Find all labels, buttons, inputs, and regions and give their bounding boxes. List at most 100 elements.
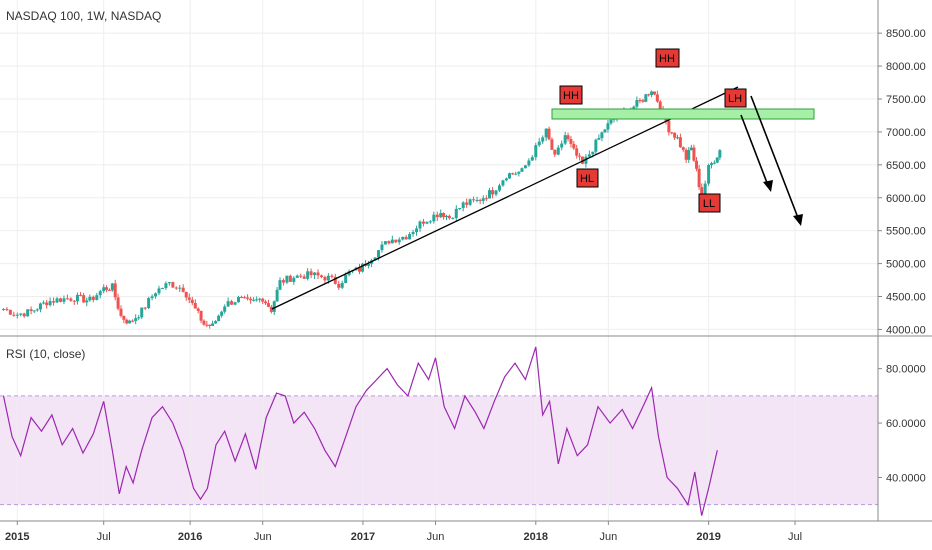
- price-tick-label: 7500.00: [886, 94, 926, 106]
- candle-body: [330, 275, 334, 277]
- candle-body: [710, 163, 714, 166]
- label-hh-2[interactable]: HH: [655, 48, 680, 68]
- candle-body: [240, 297, 244, 299]
- candle-body: [95, 295, 99, 300]
- candle-body: [425, 221, 429, 224]
- candle-body: [508, 173, 512, 179]
- candle-body: [107, 289, 111, 291]
- candle-body: [143, 307, 147, 309]
- candle-body: [544, 128, 548, 138]
- time-tick-label: 2016: [178, 531, 202, 543]
- candle-body: [697, 168, 701, 188]
- label-lh[interactable]: LH: [724, 88, 747, 108]
- candle-body: [62, 298, 66, 302]
- candle-body: [249, 298, 253, 301]
- candle-body: [252, 299, 256, 301]
- candle-body: [609, 119, 613, 124]
- candle-body: [208, 324, 212, 326]
- label-ll[interactable]: LL: [698, 193, 721, 213]
- candle-body: [69, 298, 73, 301]
- candle-body: [55, 298, 59, 303]
- candle-body: [205, 324, 209, 326]
- candle-body: [580, 156, 584, 164]
- candle-body: [48, 301, 52, 306]
- candle-body: [333, 276, 337, 284]
- candle-body: [632, 106, 636, 110]
- candle-body: [712, 162, 716, 164]
- candle-body: [19, 313, 23, 315]
- candle-body: [481, 198, 485, 201]
- time-tick-label: Jul: [97, 531, 111, 543]
- candle-body: [475, 199, 479, 201]
- resistance-zone[interactable]: [551, 108, 815, 120]
- candle-body: [517, 171, 521, 174]
- price-pane[interactable]: HH HH HL LH LL NASDAQ 100, 1W, NASDAQ: [0, 0, 878, 336]
- time-axis[interactable]: 2015 Jul 2016 Jun 2017 Jun 2018 Jun 2019 Jul: [5, 521, 802, 543]
- candle-body: [397, 239, 401, 243]
- candle-body: [344, 274, 348, 283]
- candle-body: [553, 149, 557, 155]
- label-hl[interactable]: HL: [576, 168, 599, 188]
- price-axis[interactable]: 8500.00 8000.00 7500.00 7000.00 6500.00 6000.…: [878, 28, 926, 336]
- price-tick-label: 5500.00: [886, 226, 926, 238]
- candle-body: [150, 296, 154, 299]
- candle-body: [578, 155, 582, 157]
- candle-body: [255, 299, 259, 301]
- candle-body: [217, 315, 221, 322]
- candle-body: [547, 128, 551, 140]
- candle-body: [511, 173, 515, 175]
- candle-body: [569, 139, 573, 144]
- price-tick-label: 7000.00: [886, 127, 926, 139]
- label-hh-1[interactable]: HH: [559, 85, 583, 105]
- forecast-arrow-1[interactable]: [740, 114, 770, 189]
- candle-body: [670, 132, 674, 134]
- candle-body: [465, 202, 469, 205]
- candle-body: [484, 198, 488, 200]
- candle-body: [58, 298, 62, 302]
- candle-body: [32, 310, 36, 312]
- candle-body: [373, 257, 377, 261]
- candle-body: [692, 147, 696, 161]
- candle-body: [461, 202, 465, 209]
- candle-body: [140, 307, 144, 318]
- candle-body: [178, 287, 182, 289]
- candle-body: [361, 263, 365, 272]
- candle-body: [340, 282, 344, 288]
- candle-body: [246, 297, 250, 299]
- candle-body: [230, 301, 234, 305]
- candle-body: [383, 241, 387, 245]
- candle-body: [79, 294, 83, 296]
- candle-body: [281, 280, 285, 283]
- rsi-pane[interactable]: RSI (10, close): [0, 336, 878, 521]
- rsi-axis[interactable]: 80.0000 60.0000 40.0000: [878, 364, 926, 485]
- candle-body: [684, 149, 688, 160]
- price-grid: [0, 0, 878, 336]
- candle-body: [347, 271, 351, 275]
- time-tick-label: 2019: [696, 531, 720, 543]
- candle-body: [606, 123, 610, 130]
- candle-body: [147, 298, 151, 309]
- candle-body: [594, 139, 598, 152]
- candle-body: [418, 221, 422, 229]
- forecast-arrow-2[interactable]: [750, 95, 801, 224]
- trendline[interactable]: [271, 86, 739, 310]
- candle-body: [591, 151, 595, 155]
- candle-body: [196, 308, 200, 311]
- candle-body: [380, 244, 384, 251]
- candle-body: [187, 297, 191, 300]
- candle-body: [472, 199, 476, 201]
- candle-body: [638, 100, 642, 102]
- candle-body: [302, 276, 306, 279]
- candle-body: [193, 302, 197, 309]
- price-tick-label: 8000.00: [886, 61, 926, 73]
- candle-body: [550, 139, 554, 150]
- candle-body: [72, 300, 76, 302]
- candle-body: [309, 271, 313, 276]
- candle-body: [85, 300, 89, 303]
- candle-body: [105, 287, 109, 290]
- candle-body: [285, 275, 289, 283]
- candle-body: [394, 239, 398, 243]
- candle-body: [316, 272, 320, 276]
- candle-body: [676, 137, 680, 139]
- candle-body: [575, 148, 579, 156]
